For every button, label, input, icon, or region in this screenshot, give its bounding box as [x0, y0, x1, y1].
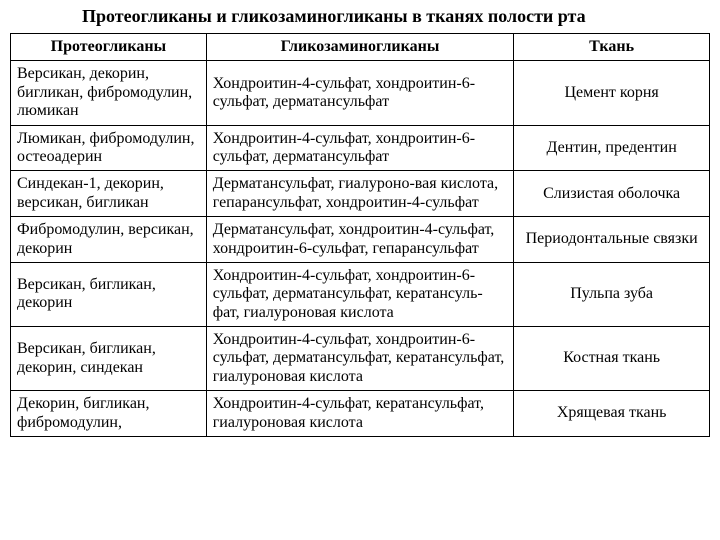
- cell-tissue: Пульпа зуба: [514, 262, 710, 326]
- cell-proteoglycans: Люмикан, фибромодулин, остеоадерин: [11, 125, 207, 171]
- cell-tissue: Периодонтальные связки: [514, 217, 710, 263]
- table-row: Версикан, бигликан, декорин Хондроитин-4…: [11, 262, 710, 326]
- data-table: Протеогликаны Гликозаминогликаны Ткань В…: [10, 33, 710, 437]
- table-row: Версикан, декорин, бигликан, фибромодули…: [11, 61, 710, 125]
- cell-glycosaminoglycans: Дерматансульфат, гиалуроно-вая кислота, …: [206, 171, 514, 217]
- cell-glycosaminoglycans: Хондроитин-4-сульфат, хондроитин-6-сульф…: [206, 262, 514, 326]
- table-row: Декорин, бигликан, фибромодулин, Хондрои…: [11, 391, 710, 437]
- cell-glycosaminoglycans: Хондроитин-4-сульфат, кератансульфат, ги…: [206, 391, 514, 437]
- col-header-proteoglycans: Протеогликаны: [11, 34, 207, 61]
- table-row: Люмикан, фибромодулин, остеоадерин Хондр…: [11, 125, 710, 171]
- cell-proteoglycans: Декорин, бигликан, фибромодулин,: [11, 391, 207, 437]
- table-header-row: Протеогликаны Гликозаминогликаны Ткань: [11, 34, 710, 61]
- col-header-tissue: Ткань: [514, 34, 710, 61]
- cell-glycosaminoglycans: Хондроитин-4-сульфат, хондроитин-6-сульф…: [206, 125, 514, 171]
- cell-glycosaminoglycans: Хондроитин-4-сульфат, хондроитин-6-сульф…: [206, 327, 514, 391]
- page-title: Протеогликаны и гликозаминогликаны в тка…: [10, 6, 710, 33]
- cell-proteoglycans: Фибромодулин, версикан, декорин: [11, 217, 207, 263]
- page: Протеогликаны и гликозаминогликаны в тка…: [0, 0, 720, 540]
- table-row: Синдекан-1, декорин, версикан, бигликан …: [11, 171, 710, 217]
- table-row: Фибромодулин, версикан, декорин Дерматан…: [11, 217, 710, 263]
- table-row: Версикан, бигликан, декорин, синдекан Хо…: [11, 327, 710, 391]
- col-header-glycosaminoglycans: Гликозаминогликаны: [206, 34, 514, 61]
- cell-glycosaminoglycans: Хондроитин-4-сульфат, хондроитин-6-сульф…: [206, 61, 514, 125]
- cell-tissue: Слизистая оболочка: [514, 171, 710, 217]
- cell-proteoglycans: Версикан, бигликан, декорин: [11, 262, 207, 326]
- cell-proteoglycans: Версикан, декорин, бигликан, фибромодули…: [11, 61, 207, 125]
- cell-tissue: Дентин, предентин: [514, 125, 710, 171]
- cell-proteoglycans: Версикан, бигликан, декорин, синдекан: [11, 327, 207, 391]
- cell-tissue: Цемент корня: [514, 61, 710, 125]
- cell-tissue: Костная ткань: [514, 327, 710, 391]
- cell-proteoglycans: Синдекан-1, декорин, версикан, бигликан: [11, 171, 207, 217]
- cell-tissue: Хрящевая ткань: [514, 391, 710, 437]
- cell-glycosaminoglycans: Дерматансульфат, хондроитин-4-сульфат, х…: [206, 217, 514, 263]
